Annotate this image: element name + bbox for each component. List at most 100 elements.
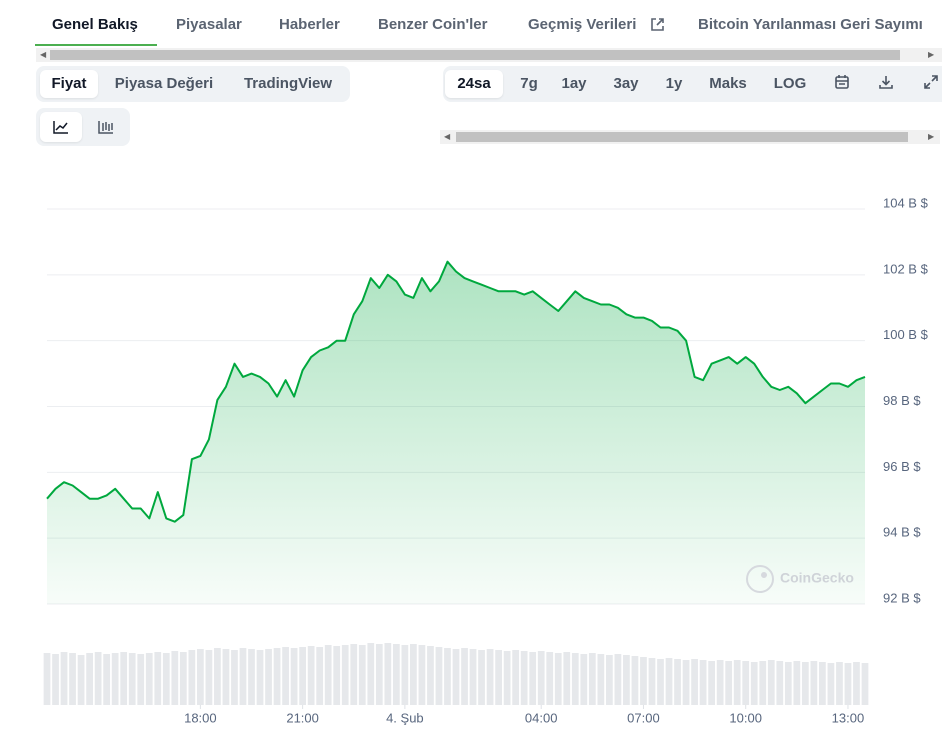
y-tick-label: 100 B $ (883, 327, 929, 342)
download-icon[interactable] (878, 74, 894, 90)
scrollbar[interactable]: ◀ ▶ (36, 48, 942, 62)
volume-bar (861, 663, 869, 705)
volume-bar (793, 661, 801, 705)
volume-bar (435, 647, 443, 705)
volume-bar (214, 648, 221, 705)
volume-bar (657, 659, 664, 705)
y-tick-label: 104 B $ (883, 195, 929, 210)
tab[interactable]: Haberler (279, 16, 340, 33)
volume-bar (827, 663, 835, 705)
volume-bar (725, 661, 733, 705)
expand-icon[interactable] (923, 74, 939, 90)
mode-button[interactable]: Fiyat (40, 70, 98, 98)
volume-bar (367, 643, 375, 705)
volume-bar (699, 660, 707, 705)
x-tick-label: 21:00 (286, 710, 319, 725)
x-tick-label: 13:00 (832, 710, 865, 725)
volume-bar (316, 647, 324, 705)
volume-bar (137, 654, 145, 705)
scroll-thumb[interactable] (50, 50, 900, 60)
volume-bar (162, 653, 170, 705)
volume-bar (248, 649, 255, 705)
volume-bar (640, 657, 647, 705)
active-tab-indicator (35, 44, 157, 46)
volume-bar (179, 652, 187, 705)
volume-bar (410, 644, 417, 705)
volume-bar (350, 644, 358, 705)
volume-bar (197, 649, 204, 705)
volume-bar (43, 653, 51, 705)
x-tick-label: 07:00 (627, 710, 660, 725)
volume-bar (341, 645, 349, 705)
volume-bar (188, 650, 196, 705)
range-group: 24sa 7g 1ay 3ay 1y Maks LOG (443, 66, 942, 102)
range-button[interactable]: 7g (520, 75, 538, 92)
volume-bar (86, 653, 93, 705)
volume-bar (452, 649, 460, 705)
volume-bar (324, 645, 332, 705)
volume-bar (265, 649, 272, 705)
range-button[interactable]: 3ay (613, 75, 639, 92)
volume-bar (145, 653, 153, 705)
tab[interactable]: Geçmiş Verileri (528, 16, 637, 33)
volume-bar (375, 644, 383, 705)
range-button[interactable]: 24sa (445, 70, 503, 98)
y-tick-label: 94 B $ (883, 525, 921, 540)
line-style-button[interactable] (40, 112, 82, 142)
mode-button[interactable]: TradingView (243, 75, 333, 92)
volume-bar (111, 653, 119, 705)
range-button[interactable]: 1ay (561, 75, 587, 92)
volume-bar (665, 658, 673, 705)
volume-bar (674, 659, 681, 705)
volume-bar (205, 650, 213, 705)
volume-bar (358, 645, 366, 705)
x-tick-label: 10:00 (729, 710, 762, 725)
tab[interactable]: Benzer Coin'ler (378, 16, 488, 33)
volume-bar (648, 658, 656, 705)
chart-mode-group: Fiyat Piyasa Değeri TradingView (36, 66, 350, 102)
volume-bar (836, 662, 843, 705)
y-tick-label: 98 B $ (883, 393, 921, 408)
volume-bar (52, 654, 59, 705)
price-area (47, 261, 865, 604)
tab-bar: Genel Bakış Piyasalar Haberler Benzer Co… (0, 0, 942, 46)
scrollbar[interactable]: ◀ ▶ (440, 130, 940, 144)
volume-bar (392, 644, 400, 705)
volume-bar (282, 647, 289, 705)
range-button[interactable]: Maks (709, 75, 747, 92)
x-tick-label: 04:00 (525, 710, 558, 725)
mode-button[interactable]: Piyasa Değeri (114, 75, 214, 92)
volume-bar (801, 662, 809, 705)
volume-bar (307, 646, 315, 705)
volume-bar (708, 661, 715, 705)
scroll-thumb[interactable] (456, 132, 908, 142)
tab[interactable]: Bitcoin Yarılanması Geri Sayımı (698, 16, 923, 33)
watermark: CoinGecko (746, 565, 854, 593)
volume-bar (588, 653, 596, 705)
volume-bar (810, 661, 818, 705)
volume-bar (469, 649, 477, 705)
tab[interactable]: Piyasalar (176, 16, 242, 33)
watermark-text: CoinGecko (780, 570, 854, 586)
calendar-icon[interactable] (834, 74, 850, 90)
y-tick-label: 102 B $ (883, 261, 929, 276)
volume-bar (520, 651, 528, 705)
volume-bar (580, 654, 588, 705)
volume-bar (77, 655, 85, 705)
volume-bar (103, 654, 111, 705)
volume-bar (478, 650, 485, 705)
range-button[interactable]: 1y (665, 75, 683, 92)
volume-bar (733, 660, 741, 705)
volume-bar (299, 647, 306, 705)
volume-bar (623, 655, 630, 705)
volume-bar (614, 654, 622, 705)
volume-bar (716, 660, 724, 705)
volume-bar (606, 655, 613, 705)
tab[interactable]: Genel Bakış (52, 16, 138, 33)
chart-style-group (36, 108, 130, 146)
volume-bar (333, 646, 341, 705)
volume-bar (427, 646, 434, 705)
candle-style-button[interactable] (86, 112, 126, 142)
range-button[interactable]: LOG (773, 75, 807, 92)
